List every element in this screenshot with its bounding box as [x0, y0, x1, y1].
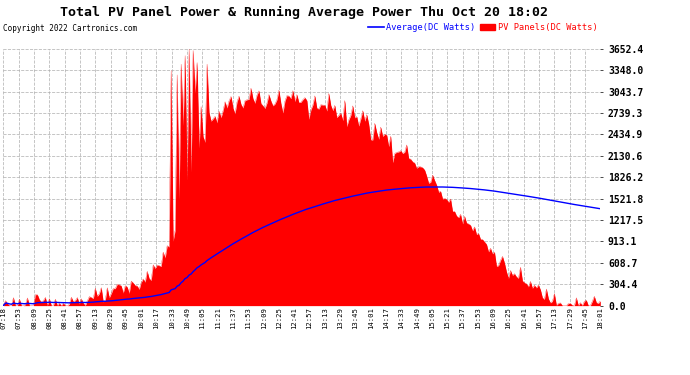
Legend: Average(DC Watts), PV Panels(DC Watts): Average(DC Watts), PV Panels(DC Watts)	[365, 19, 601, 35]
Text: Total PV Panel Power & Running Average Power Thu Oct 20 18:02: Total PV Panel Power & Running Average P…	[59, 6, 548, 19]
Text: Copyright 2022 Cartronics.com: Copyright 2022 Cartronics.com	[3, 24, 137, 33]
